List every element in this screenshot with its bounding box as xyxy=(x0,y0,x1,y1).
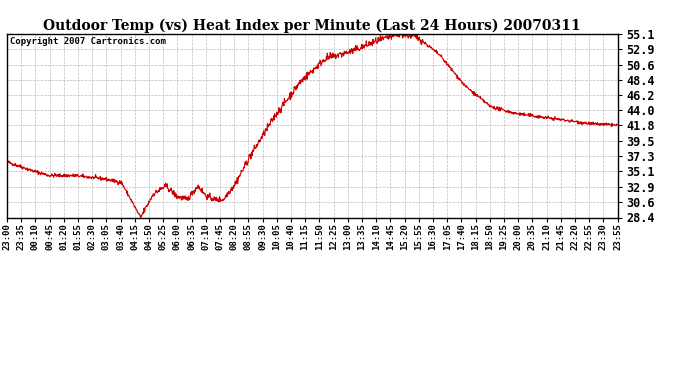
Text: Copyright 2007 Cartronics.com: Copyright 2007 Cartronics.com xyxy=(10,36,166,45)
Title: Outdoor Temp (vs) Heat Index per Minute (Last 24 Hours) 20070311: Outdoor Temp (vs) Heat Index per Minute … xyxy=(43,18,581,33)
